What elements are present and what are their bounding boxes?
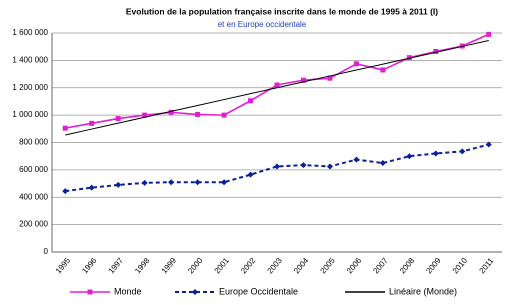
y-tick-label: 600 000 <box>19 165 48 174</box>
legend-label: Linéaire (Monde) <box>389 286 457 296</box>
x-tick-label: 2008 <box>398 256 417 276</box>
y-tick-label: 800 000 <box>19 138 48 147</box>
legend-label: Europe Occidentale <box>219 286 298 296</box>
data-point <box>353 156 360 163</box>
data-point <box>115 116 121 122</box>
data-point <box>274 82 280 88</box>
data-point <box>486 31 492 37</box>
legend-marker <box>87 289 93 295</box>
data-point <box>300 77 306 83</box>
series-line <box>65 40 489 136</box>
y-tick-label: 200 000 <box>19 220 48 229</box>
data-point <box>406 153 413 160</box>
data-point <box>274 163 280 170</box>
series-line <box>65 143 490 193</box>
data-point <box>194 179 201 186</box>
x-tick-label: 2002 <box>239 256 258 276</box>
data-point <box>327 75 333 81</box>
data-point <box>221 179 228 186</box>
data-point <box>168 179 175 186</box>
data-point <box>485 141 492 148</box>
data-point <box>88 184 95 191</box>
data-point <box>62 188 69 195</box>
x-tick-label: 1998 <box>133 256 152 276</box>
data-point <box>459 148 466 155</box>
y-tick-label: 400 000 <box>19 192 48 201</box>
y-tick-label: 1 600 000 <box>12 28 48 37</box>
series-line <box>65 33 490 129</box>
y-tick-label: 1 000 000 <box>12 110 48 119</box>
chart-title: Evolution de la population française ins… <box>126 6 438 16</box>
x-tick-label: 2003 <box>266 256 285 276</box>
chart-subtitle: et en Europe occidentale <box>218 20 307 29</box>
x-tick-label: 2007 <box>371 256 390 276</box>
data-point <box>353 61 359 67</box>
x-tick-label: 2001 <box>213 256 232 276</box>
data-point <box>406 55 412 61</box>
x-tick-label: 1997 <box>107 256 126 276</box>
x-tick-label: 1995 <box>54 256 73 276</box>
x-tick-label: 1996 <box>80 256 99 276</box>
y-tick-label: 1 200 000 <box>12 83 48 92</box>
data-point <box>62 125 68 131</box>
x-tick-label: 2005 <box>318 256 337 276</box>
data-point <box>248 98 254 104</box>
data-point <box>141 179 148 186</box>
data-point <box>168 109 174 115</box>
data-point <box>195 111 201 117</box>
x-tick-label: 2004 <box>292 256 311 276</box>
data-point <box>326 163 333 170</box>
data-point <box>115 181 122 188</box>
x-tick-label: 2000 <box>186 256 205 276</box>
x-tick-label: 1999 <box>160 256 179 276</box>
x-tick-label: 2011 <box>477 256 495 275</box>
data-point <box>433 48 439 54</box>
x-tick-label: 2006 <box>345 256 364 276</box>
x-tick-label: 2009 <box>424 256 443 276</box>
data-point <box>89 120 95 126</box>
data-point <box>142 112 148 118</box>
data-point <box>380 67 386 73</box>
data-point <box>379 160 386 167</box>
data-point <box>247 171 254 178</box>
data-point <box>300 162 307 169</box>
data-point <box>221 112 227 118</box>
x-tick-label: 2010 <box>451 256 470 276</box>
y-tick-label: 0 <box>44 247 49 256</box>
y-tick-label: 1 400 000 <box>12 55 48 64</box>
legend-label: Monde <box>114 286 142 296</box>
data-point <box>432 150 439 157</box>
legend-marker <box>192 289 198 295</box>
